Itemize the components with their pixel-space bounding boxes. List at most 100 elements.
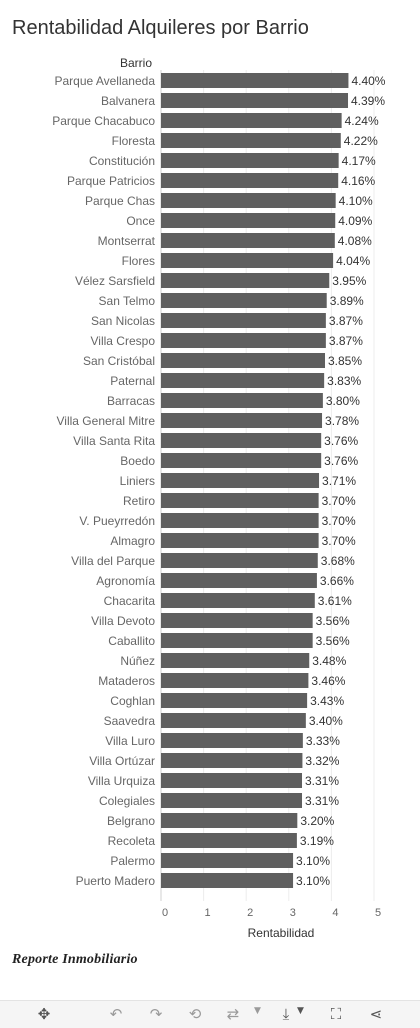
bar[interactable]	[161, 153, 339, 168]
bar[interactable]	[161, 333, 326, 348]
share-icon[interactable]: ⋖	[369, 1005, 383, 1023]
value-label: 3.83%	[327, 374, 361, 388]
bar[interactable]	[161, 413, 323, 428]
value-label: 4.24%	[345, 114, 379, 128]
category-label: Parque Chacabuco	[52, 114, 155, 128]
value-label: 4.39%	[351, 94, 385, 108]
bar[interactable]	[161, 593, 315, 608]
bar[interactable]	[161, 573, 317, 588]
x-axis-ticks: 0 1 2 3 4 5	[162, 907, 381, 919]
move-icon[interactable]: ✥	[37, 1005, 51, 1023]
category-label: San Nicolas	[91, 314, 155, 328]
bar[interactable]	[161, 753, 303, 768]
x-tick-label: 2	[247, 907, 253, 919]
bar[interactable]	[161, 113, 342, 128]
bar[interactable]	[161, 433, 322, 448]
bar[interactable]	[161, 473, 320, 488]
category-label: Caballito	[108, 634, 155, 648]
x-tick-label: 5	[375, 907, 381, 919]
row-header: Barrio	[120, 56, 152, 70]
category-label: Liniers	[120, 474, 155, 488]
bar[interactable]	[161, 553, 318, 568]
value-label: 3.70%	[322, 494, 356, 508]
category-label: Montserrat	[98, 234, 156, 248]
bar[interactable]	[161, 253, 334, 268]
bar[interactable]	[161, 353, 326, 368]
value-label: 3.78%	[325, 414, 359, 428]
category-label: Vélez Sarsfield	[75, 274, 155, 288]
category-label: Parque Chas	[85, 194, 155, 208]
category-label: Flores	[122, 254, 155, 268]
bar[interactable]	[161, 93, 349, 108]
value-label: 3.32%	[305, 754, 339, 768]
bar[interactable]	[161, 313, 326, 328]
bar[interactable]	[161, 453, 322, 468]
category-label: Parque Avellaneda	[54, 74, 155, 88]
bar[interactable]	[161, 633, 313, 648]
category-label: Floresta	[112, 134, 156, 148]
value-label: 3.89%	[330, 294, 364, 308]
category-label: Recoleta	[108, 834, 156, 848]
category-label: Villa Ortúzar	[89, 754, 155, 768]
download-dropdown-caret[interactable]: ▼	[297, 1006, 304, 1016]
bar[interactable]	[161, 713, 306, 728]
value-label: 4.04%	[336, 254, 370, 268]
category-label: Once	[126, 214, 155, 228]
value-label: 4.40%	[351, 74, 385, 88]
bar[interactable]	[161, 773, 303, 788]
bar[interactable]	[161, 213, 336, 228]
value-label: 3.48%	[312, 654, 346, 668]
download-icon[interactable]: ⤓	[282, 1005, 290, 1023]
value-label: 3.61%	[318, 594, 352, 608]
category-label: Saavedra	[104, 714, 156, 728]
category-label: Agronomía	[96, 574, 155, 588]
bar[interactable]	[161, 853, 294, 868]
value-label: 3.31%	[305, 774, 339, 788]
bar[interactable]	[161, 733, 303, 748]
bar[interactable]	[161, 833, 297, 848]
category-label: Retiro	[123, 494, 155, 508]
bar[interactable]	[161, 293, 327, 308]
chart-title: Rentabilidad Alquileres por Barrio	[12, 17, 309, 39]
bar[interactable]	[161, 193, 336, 208]
bar[interactable]	[161, 673, 309, 688]
category-label: Belgrano	[107, 814, 155, 828]
category-label: Balvanera	[101, 94, 155, 108]
refresh-dropdown-caret[interactable]: ▼	[254, 1006, 261, 1016]
redo-icon[interactable]: ↷	[149, 1005, 163, 1023]
bar[interactable]	[161, 233, 335, 248]
undo-icon[interactable]: ↶	[109, 1005, 123, 1023]
bar[interactable]	[161, 373, 325, 388]
category-label: Villa Crespo	[91, 334, 156, 348]
revert-icon[interactable]: ⟲	[188, 1005, 202, 1023]
x-axis-title: Rentabilidad	[248, 926, 315, 940]
bar[interactable]	[161, 273, 330, 288]
bar[interactable]	[161, 513, 319, 528]
bar[interactable]	[161, 533, 319, 548]
bar[interactable]	[161, 793, 303, 808]
bar[interactable]	[161, 393, 323, 408]
value-label: 3.56%	[316, 634, 350, 648]
fullscreen-icon[interactable]: ⛶	[330, 1005, 342, 1023]
bar[interactable]	[161, 613, 313, 628]
bar[interactable]	[161, 73, 349, 88]
category-label: Barracas	[107, 394, 155, 408]
value-label: 3.46%	[311, 674, 345, 688]
bar[interactable]	[161, 693, 308, 708]
bar[interactable]	[161, 173, 339, 188]
value-label: 3.70%	[322, 534, 356, 548]
bar[interactable]	[161, 873, 294, 888]
category-label: Villa Urquiza	[88, 774, 155, 788]
category-label: Chacarita	[104, 594, 156, 608]
value-label: 3.33%	[306, 734, 340, 748]
bar[interactable]	[161, 653, 310, 668]
category-label: Colegiales	[99, 794, 155, 808]
bar[interactable]	[161, 133, 341, 148]
bar[interactable]	[161, 813, 298, 828]
bar[interactable]	[161, 493, 319, 508]
bar-chart: Barrio Parque Avellaneda 4.40% Balvanera 4.…	[52, 56, 386, 940]
value-label: 4.08%	[338, 234, 372, 248]
refresh-icon[interactable]: ⇄	[226, 1005, 240, 1023]
category-label: Almagro	[110, 534, 155, 548]
value-label: 3.71%	[322, 474, 356, 488]
